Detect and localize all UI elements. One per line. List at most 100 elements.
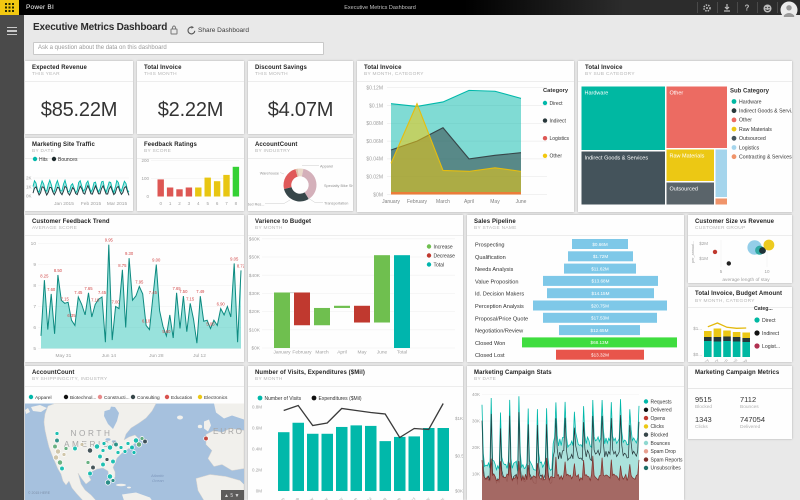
svg-text:8: 8 [235, 201, 238, 206]
svg-text:$13.68M: $13.68M [592, 278, 610, 283]
svg-text:5.95: 5.95 [206, 321, 215, 326]
svg-text:0: 0 [159, 201, 162, 206]
svg-text:February: February [292, 349, 312, 355]
svg-text:Proposal/Price Quote: Proposal/Price Quote [475, 316, 528, 322]
svg-text:Closed Won: Closed Won [475, 340, 505, 346]
svg-text:7.00: 7.00 [111, 299, 120, 304]
svg-text:Direct: Direct [762, 318, 776, 324]
svg-text:7.50: 7.50 [179, 289, 188, 294]
svg-text:Jun: Jun [350, 496, 358, 500]
svg-text:7.95: 7.95 [135, 279, 144, 284]
svg-text:$0.04M: $0.04M [366, 156, 383, 162]
svg-text:$0.12M: $0.12M [366, 85, 383, 91]
svg-text:8.25: 8.25 [40, 273, 49, 278]
svg-text:5: 5 [206, 201, 209, 206]
svg-text:Jan 2015: Jan 2015 [54, 201, 74, 207]
svg-text:Spam Drop: Spam Drop [651, 449, 677, 455]
svg-text:Opens: Opens [651, 415, 666, 421]
svg-text:Sub Category: Sub Category [730, 88, 770, 94]
svg-text:7.45: 7.45 [98, 290, 107, 295]
svg-text:Feb 2015: Feb 2015 [81, 201, 102, 207]
svg-text:$0K: $0K [251, 345, 260, 351]
svg-text:10: 10 [764, 269, 770, 274]
svg-text:Apr: Apr [321, 495, 329, 500]
svg-text:Logist...: Logist... [762, 344, 780, 350]
svg-text:7: 7 [225, 201, 228, 206]
svg-text:Raw Materials: Raw Materials [739, 126, 772, 132]
svg-text:6.35: 6.35 [67, 313, 76, 318]
svg-text:3: 3 [188, 201, 191, 206]
svg-text:Raw Materials: Raw Materials [670, 153, 705, 159]
svg-text:$0M: $0M [373, 192, 383, 198]
svg-text:Jul 12: Jul 12 [193, 353, 206, 359]
svg-text:$12.65M: $12.65M [591, 327, 609, 332]
svg-text:7: 7 [33, 304, 36, 310]
svg-text:$0.02M: $0.02M [366, 174, 383, 180]
svg-text:100: 100 [141, 176, 149, 181]
svg-text:7.45: 7.45 [149, 290, 158, 295]
svg-text:Negotiation/Review: Negotiation/Review [475, 328, 524, 334]
svg-text:Decrease: Decrease [434, 253, 456, 259]
svg-text:Other: Other [550, 153, 563, 159]
svg-text:$20.75M: $20.75M [591, 303, 609, 308]
svg-text:7.15: 7.15 [186, 296, 195, 301]
svg-text:Value Added Res...: Value Added Res... [248, 202, 265, 206]
svg-text:$0K: $0K [455, 488, 463, 493]
svg-text:Mar 2015: Mar 2015 [107, 201, 128, 207]
svg-text:Warehouse: Warehouse [260, 171, 279, 175]
svg-text:7.49: 7.49 [196, 289, 205, 294]
svg-text:6.10: 6.10 [142, 318, 151, 323]
svg-text:February: February [407, 199, 428, 205]
svg-text:June: June [516, 199, 527, 205]
svg-text:Hits: Hits [39, 157, 48, 163]
svg-text:$0...: $0... [693, 352, 702, 357]
svg-text:Needs Analysis: Needs Analysis [475, 267, 513, 273]
svg-text:Jul: Jul [366, 496, 373, 500]
svg-text:40K: 40K [472, 392, 480, 397]
svg-text:AMERICA: AMERICA [64, 440, 120, 449]
svg-text:$30K: $30K [249, 291, 261, 297]
svg-text:May: May [357, 349, 367, 355]
svg-text:1K: 1K [26, 184, 32, 189]
svg-text:Perception Analysis: Perception Analysis [475, 304, 524, 310]
svg-text:7.65: 7.65 [173, 285, 182, 290]
svg-text:Jun 14: Jun 14 [102, 353, 117, 359]
svg-text:8.50: 8.50 [54, 268, 63, 273]
svg-text:Total: Total [434, 262, 445, 268]
svg-text:Aug: Aug [379, 496, 388, 500]
svg-text:8.75: 8.75 [118, 262, 127, 267]
svg-text:Apparel: Apparel [320, 164, 333, 168]
svg-text:per_annual...: per_annual... [691, 240, 695, 262]
svg-text:Category: Category [543, 88, 569, 94]
svg-text:10: 10 [31, 241, 37, 247]
svg-text:April: April [729, 358, 738, 362]
svg-text:$1M: $1M [699, 256, 708, 261]
svg-text:Unsubscribes: Unsubscribes [651, 465, 682, 471]
svg-text:Mar: Mar [306, 495, 315, 500]
svg-text:0: 0 [146, 194, 149, 199]
svg-text:Hardware: Hardware [585, 90, 609, 96]
svg-text:Nov: Nov [422, 496, 431, 500]
svg-text:$60K: $60K [249, 236, 261, 242]
svg-text:9.05: 9.05 [230, 256, 239, 261]
svg-text:Outsourced: Outsourced [670, 186, 698, 192]
svg-text:Total: Total [397, 349, 407, 355]
svg-text:Logistics: Logistics [550, 136, 570, 142]
svg-text:5: 5 [720, 269, 723, 274]
svg-text:Delivered: Delivered [651, 407, 672, 413]
svg-text:Requests: Requests [651, 399, 673, 405]
svg-text:$68.13M: $68.13M [591, 340, 609, 345]
svg-text:9: 9 [33, 262, 36, 268]
svg-text:0.6M: 0.6M [252, 425, 262, 430]
svg-text:6: 6 [33, 325, 36, 331]
svg-text:2: 2 [178, 201, 181, 206]
svg-text:7.60: 7.60 [47, 286, 56, 291]
svg-text:0.8M: 0.8M [252, 404, 262, 409]
svg-text:June: June [377, 349, 388, 355]
svg-text:0.2M: 0.2M [252, 467, 262, 472]
svg-text:5: 5 [33, 346, 36, 352]
svg-text:$1K: $1K [455, 416, 463, 421]
svg-text:Consulting: Consulting [137, 395, 160, 401]
svg-text:Number of Visits: Number of Visits [265, 396, 302, 402]
svg-text:Spam Reports: Spam Reports [651, 457, 683, 463]
